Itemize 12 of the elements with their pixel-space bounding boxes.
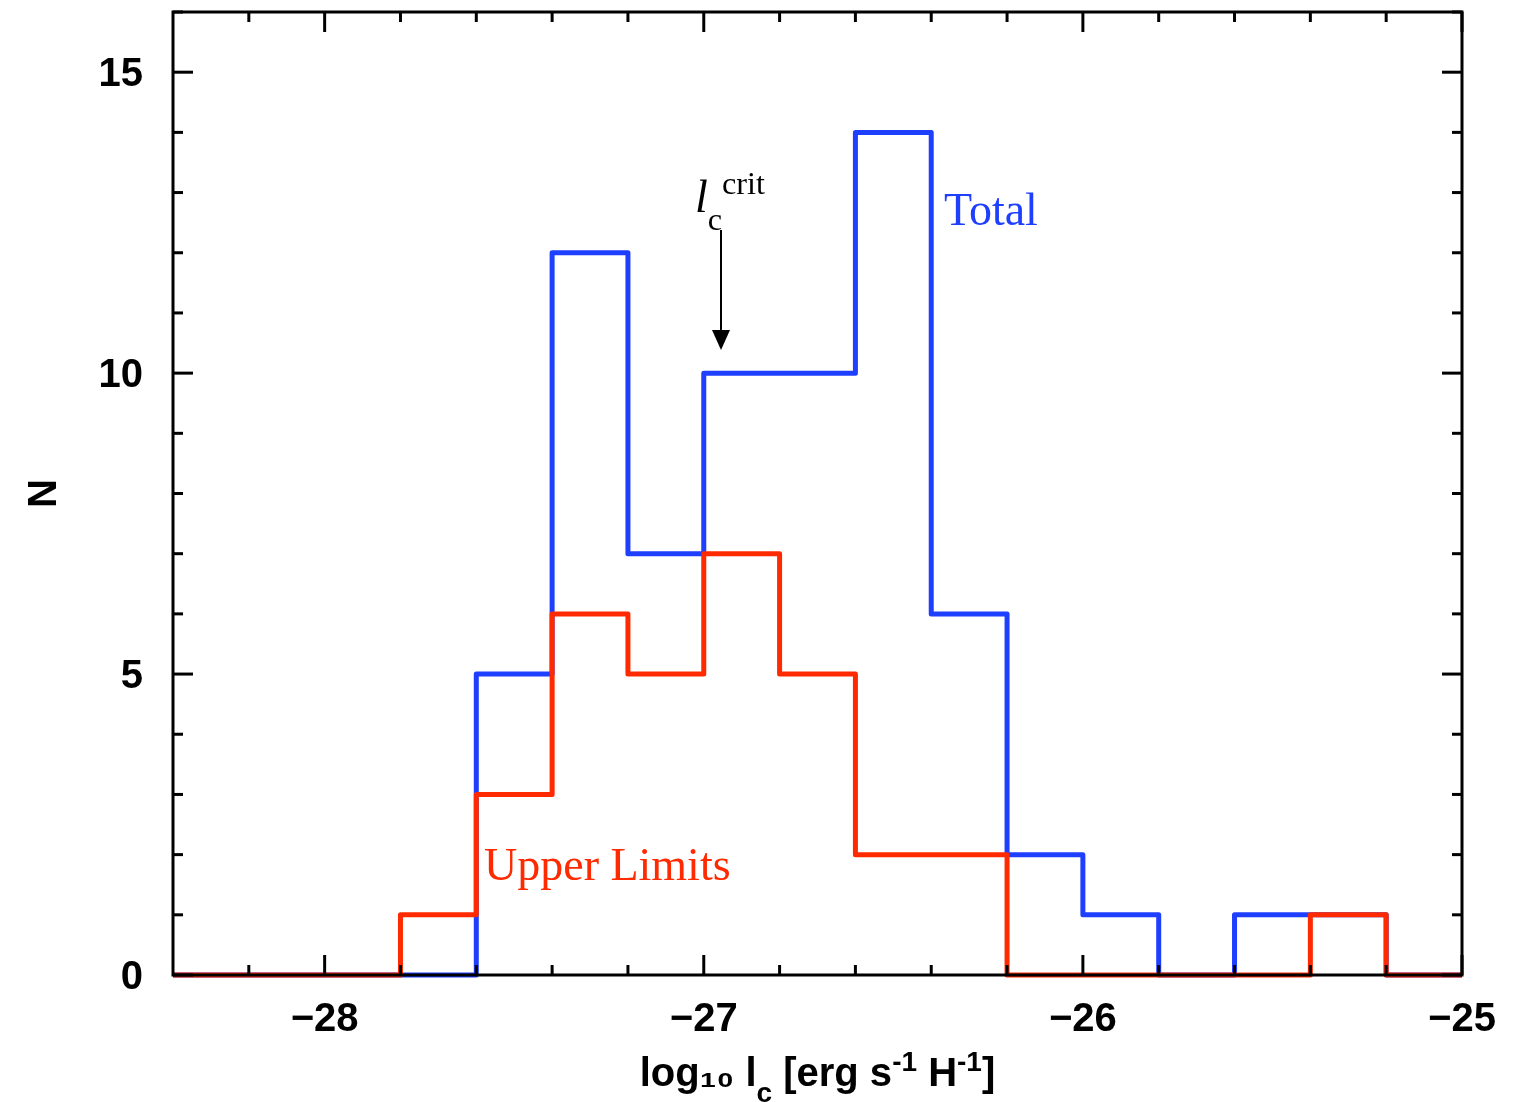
y-tick-label: 5 xyxy=(120,652,143,697)
series-label: Upper Limits xyxy=(484,839,731,890)
y-tick-label: 10 xyxy=(98,351,143,396)
y-tick-label: 0 xyxy=(120,953,143,997)
x-tick-label: −25 xyxy=(1428,995,1496,1039)
series-label: Total xyxy=(944,184,1038,235)
y-tick-label: 15 xyxy=(98,50,143,95)
x-axis-title: log₁₀ l$_{c}$ [erg s$^{-1}$ H$^{-1}$] xyxy=(639,1045,996,1102)
x-tick-label: −28 xyxy=(290,995,359,1039)
x-tick-label: −27 xyxy=(669,995,738,1039)
y-axis-title: N xyxy=(20,479,64,508)
x-tick-label: −26 xyxy=(1048,995,1117,1039)
